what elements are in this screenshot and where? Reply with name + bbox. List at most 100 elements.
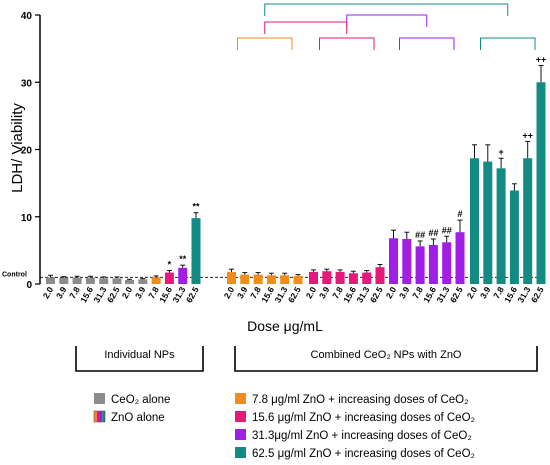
bar-zno31-0 (389, 238, 398, 284)
comparison-bracket (319, 37, 375, 50)
bar-ceo2-3 (85, 277, 95, 284)
bar-zno15-3 (348, 273, 358, 284)
x-tick-label: 15.6 (341, 285, 358, 305)
bar-zno7-4 (280, 275, 290, 284)
legend-swatch (235, 411, 246, 422)
x-tick-label: 31.3 (272, 285, 289, 305)
bar-ceo2-2 (72, 277, 82, 284)
legend-label: 15.6 μg/ml ZnO + increasing doses of CeO… (252, 412, 475, 424)
significance-mark: ## (442, 225, 452, 235)
x-tick-label: 2.0 (304, 285, 319, 300)
x-tick-label: 3.9 (478, 285, 493, 300)
x-tick-label: 15.6 (157, 285, 174, 305)
legend-swatch (94, 393, 105, 404)
legend-swatch-border (93, 410, 106, 423)
bar-zno15-1 (322, 271, 332, 284)
bar-zno-1 (138, 279, 148, 284)
comparison-bracket (480, 37, 536, 50)
combined-section-bracket (234, 346, 538, 372)
bar-zno62-0 (470, 158, 479, 284)
section-brackets: Individual NPs Combined CeO₂ NPs with ZnO (75, 346, 538, 372)
bar-zno-0 (125, 279, 134, 284)
significance-mark: ** (192, 202, 200, 212)
x-tick-label: 2.0 (465, 285, 480, 300)
significance-mark: ++ (536, 54, 547, 64)
x-tick-label: 3.9 (133, 285, 148, 300)
bar-zno62-3 (509, 190, 519, 284)
significance-mark: ** (179, 254, 187, 264)
x-tick-label: 15.6 (259, 285, 276, 305)
bar-zno15-5 (375, 267, 385, 284)
legend-swatch-stripe (99, 411, 103, 422)
bar-zno31-2 (415, 246, 425, 284)
x-tick-label: 62.5 (184, 285, 201, 305)
legend-swatch (235, 393, 246, 404)
x-axis-label: Dose μg/mL (247, 318, 323, 334)
bar-zno-4 (178, 267, 188, 284)
bars: *****## ## ###+++++ (46, 54, 546, 284)
bar-zno31-1 (402, 238, 412, 284)
x-tick-label: 15.6 (78, 285, 95, 305)
x-tick-label: 31.3 (170, 285, 187, 305)
x-tick-label: 31.3 (434, 285, 451, 305)
x-tick-label: 62.5 (448, 285, 465, 305)
bar-zno62-5 (536, 82, 546, 284)
y-tick-label: 20 (21, 146, 33, 157)
x-tick-label: 31.3 (91, 285, 108, 305)
comparison-bracket (264, 3, 509, 16)
legend-label: 62.5 μg/ml ZnO + increasing doses of CeO… (252, 448, 475, 460)
bar-zno-3 (164, 272, 174, 284)
bar-zno62-1 (483, 161, 493, 284)
legend-label: ZnO alone (111, 412, 165, 424)
bar-zno7-5 (293, 275, 303, 284)
legend-label: CeO₂ alone (111, 394, 170, 406)
bar-ceo2-1 (59, 277, 69, 284)
x-tick-label: 3.9 (317, 285, 332, 300)
y-tick-label: 40 (21, 11, 33, 22)
bar-zno62-4 (523, 158, 533, 284)
bar-zno31-3 (428, 244, 438, 284)
bar-zno7-3 (266, 275, 276, 284)
x-tick-label: 2.0 (384, 285, 399, 300)
x-tick-label: 2.0 (41, 285, 56, 300)
x-tick-label: 15.6 (421, 285, 438, 305)
legend-swatch-stripe (96, 411, 100, 422)
legend-swatch (235, 447, 246, 458)
individual-section-label: Individual NPs (104, 349, 175, 361)
comparison-bracket (346, 14, 428, 27)
y-tick-label: 30 (21, 78, 33, 89)
x-tick-label: 3.9 (235, 285, 250, 300)
x-tick-label: 62.5 (529, 285, 546, 305)
x-tick-label: 2.0 (120, 285, 135, 300)
comparison-bracket (399, 37, 455, 50)
bar-ceo2-4 (99, 278, 109, 284)
legend-swatch-stripe (94, 411, 97, 422)
y-axis-label: LDH/ Viability (9, 103, 26, 193)
bar-ceo2-0 (46, 277, 55, 284)
significance-mark: * (168, 260, 172, 270)
bar-zno7-1 (240, 274, 250, 284)
legend-label: 31.3μg/ml ZnO + increasing doses of CeO₂ (252, 430, 472, 442)
bar-zno-2 (151, 277, 161, 284)
x-tick-label: 31.3 (515, 285, 532, 305)
bar-zno-5 (191, 218, 201, 284)
x-tick-label: 15.6 (502, 285, 519, 305)
comparison-bracket (237, 37, 293, 50)
x-tick-label: 62.5 (286, 285, 303, 305)
legend: CeO₂ alone ZnO alone 7.8 μg/ml ZnO + incre… (93, 393, 475, 460)
comparison-brackets (237, 3, 536, 50)
legend-label: 7.8 μg/ml ZnO + increasing doses of CeO₂ (252, 394, 469, 406)
significance-mark: ++ (522, 130, 533, 140)
x-tick-label: 62.5 (368, 285, 385, 305)
x-tick-label: 2.0 (222, 285, 237, 300)
legend-swatch (235, 429, 246, 440)
y-tick-label: 10 (21, 213, 33, 224)
bar-ceo2-5 (112, 278, 122, 284)
comparison-bracket (264, 21, 348, 34)
bar-zno15-2 (335, 271, 345, 284)
bar-zno31-5 (455, 232, 465, 284)
individual-section-bracket (75, 346, 204, 372)
x-tick-label: 3.9 (54, 285, 69, 300)
combined-section-label: Combined CeO₂ NPs with ZnO (311, 349, 462, 361)
